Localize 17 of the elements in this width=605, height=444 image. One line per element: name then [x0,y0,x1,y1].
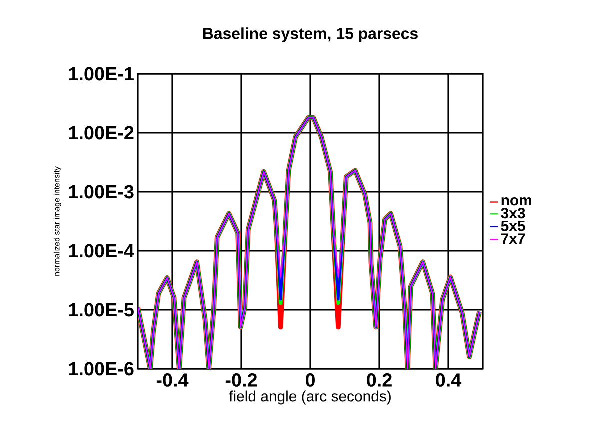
x-tick-label: 0.4 [436,374,462,387]
legend-label: 5x5 [501,220,526,232]
x-tick-label: 0 [306,374,315,387]
x-tick-label: -0.2 [226,374,258,387]
chart-title: Baseline system, 15 parsecs [203,28,418,43]
y-tick-label: 1.00E-3 [69,185,134,199]
y-tick-label: 1.00E-2 [69,126,134,140]
legend-label: 7x7 [501,234,526,244]
x-tick-label: -0.4 [156,374,189,387]
y-tick-label: 1.00E-6 [69,362,134,376]
legend-label: 3x3 [501,208,526,219]
y-tick-label: 1.00E-5 [69,303,134,317]
y-tick-label: 1.00E-1 [69,67,134,81]
x-tick-label: 0.2 [367,374,392,387]
x-axis-title: field angle (arc seconds) [229,390,391,405]
y-tick-label: 1.00E-4 [69,244,134,258]
legend-label: nom [502,198,532,206]
